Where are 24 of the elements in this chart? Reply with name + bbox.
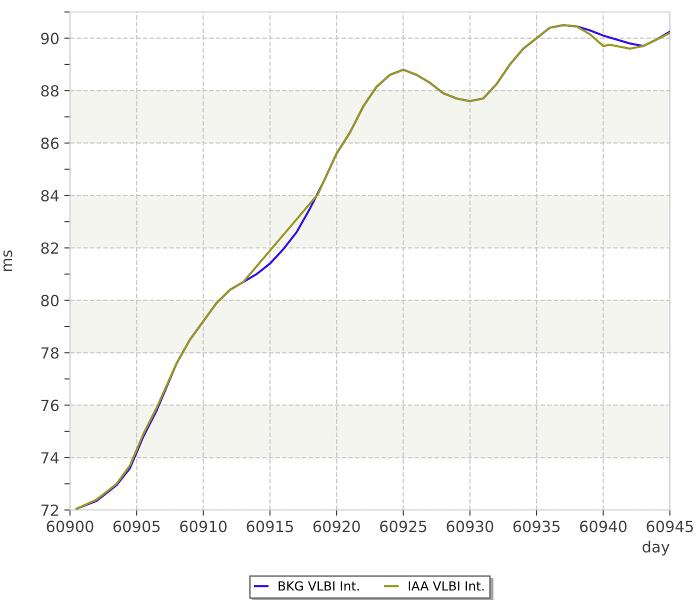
legend-label: BKG VLBI Int. [278,581,359,591]
x-tick-label: 60900 [46,520,94,532]
y-tick-label: 82 [41,242,58,254]
y-tick-label: 72 [41,504,58,516]
x-tick-label: 60910 [180,520,227,532]
y-tick-label: 78 [41,347,59,359]
x-tick-label: 60915 [246,520,293,532]
y-tick-label: 90 [41,32,59,44]
legend-label: IAA VLBI Int. [408,581,484,591]
y-axis-title: ms [3,250,12,272]
x-axis-title: day [642,540,670,556]
y-tick-label: 84 [41,190,59,202]
y-tick-label: 80 [41,294,59,306]
y-tick-label: 86 [41,138,59,150]
x-tick-label: 60945 [646,520,693,532]
x-tick-label: 60905 [113,520,160,532]
x-tick-label: 60940 [580,520,627,532]
y-tick-label: 76 [41,400,59,412]
x-tick-label: 60935 [513,520,560,532]
y-tick-label: 74 [41,452,59,464]
x-tick-label: 60930 [446,520,494,532]
y-tick-label: 88 [41,85,59,97]
x-tick-label: 60925 [380,520,426,532]
x-tick-label: 60920 [313,520,360,532]
